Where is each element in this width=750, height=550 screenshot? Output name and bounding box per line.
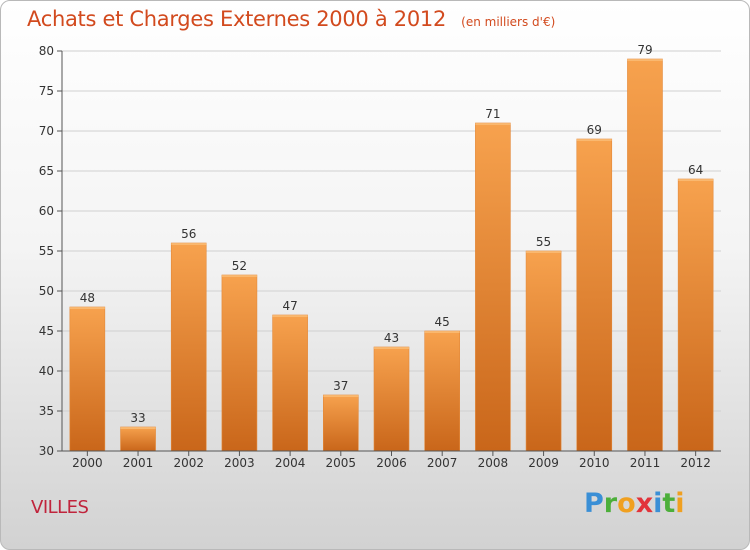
- data-label: 56: [181, 227, 196, 241]
- axes: [57, 50, 721, 456]
- x-tick-label: 2005: [326, 456, 357, 470]
- data-label: 79: [637, 43, 652, 57]
- chart-title: Achats et Charges Externes 2000 à 2012 (…: [27, 7, 555, 31]
- y-tick-label: 45: [39, 324, 54, 338]
- x-tick-label: 2012: [680, 456, 711, 470]
- logo-letter: t: [662, 488, 676, 519]
- data-label: 33: [130, 411, 145, 425]
- logo-letter: i: [675, 488, 685, 519]
- bars: [69, 58, 714, 452]
- data-label: 71: [485, 107, 500, 121]
- y-tick-label: 65: [39, 164, 54, 178]
- bar-2012: [677, 178, 714, 452]
- logo-letter: x: [635, 488, 654, 519]
- data-label: 43: [384, 331, 399, 345]
- data-label: 55: [536, 235, 551, 249]
- x-tick-label: 2000: [72, 456, 103, 470]
- bar-2002: [170, 242, 207, 452]
- x-tick-label: 2011: [630, 456, 661, 470]
- logo-letter: o: [617, 488, 636, 519]
- x-tick-label: 2010: [579, 456, 610, 470]
- data-label: 45: [435, 315, 450, 329]
- y-tick-label: 55: [39, 244, 54, 258]
- x-tick-label: 2006: [376, 456, 407, 470]
- x-tick-label: 2007: [427, 456, 458, 470]
- logo-letter: P: [584, 488, 604, 519]
- commune-name: VILLES: [31, 497, 89, 518]
- y-tick-label: 70: [39, 124, 54, 138]
- bar-2011: [627, 58, 663, 452]
- x-tick-label: 2002: [173, 456, 204, 470]
- y-tick-label: 80: [39, 44, 54, 58]
- bar-2003: [221, 274, 258, 452]
- x-tick-label: 2001: [123, 456, 154, 470]
- x-tick-label: 2004: [275, 456, 306, 470]
- unit-note: (en milliers d'€): [461, 15, 556, 29]
- y-tick-label: 30: [39, 444, 54, 458]
- x-tick-label: 2003: [224, 456, 255, 470]
- y-tick-label: 35: [39, 404, 54, 418]
- y-tick-label: 50: [39, 284, 54, 298]
- x-tick-label: 2008: [478, 456, 509, 470]
- data-label: 64: [688, 163, 703, 177]
- bar-2009: [525, 250, 562, 452]
- data-label: 37: [333, 379, 348, 393]
- bar-2001: [120, 426, 156, 452]
- data-label: 52: [232, 259, 247, 273]
- bar-2004: [272, 314, 308, 452]
- bar-2006: [373, 346, 410, 452]
- bar-2000: [69, 306, 106, 452]
- y-tick-label: 60: [39, 204, 54, 218]
- y-tick-label: 75: [39, 84, 54, 98]
- logo-letter: r: [603, 488, 618, 519]
- data-label: 47: [282, 299, 297, 313]
- x-tick-label: 2009: [528, 456, 559, 470]
- logo-letter: i: [653, 488, 663, 519]
- proxiti-logo: Proxiti: [584, 488, 685, 519]
- data-label: 48: [80, 291, 95, 305]
- bar-2010: [576, 138, 613, 452]
- y-tick-label: 40: [39, 364, 54, 378]
- bar-2008: [475, 122, 511, 452]
- title-text: Achats et Charges Externes 2000 à 2012: [27, 7, 447, 31]
- bar-2005: [323, 394, 359, 452]
- bar-2007: [424, 330, 460, 452]
- data-label: 69: [587, 123, 602, 137]
- labels: 30 35 40 45 50 55 60 65 70 75 80 48 2000 33 2001 56 2002…: [39, 43, 711, 470]
